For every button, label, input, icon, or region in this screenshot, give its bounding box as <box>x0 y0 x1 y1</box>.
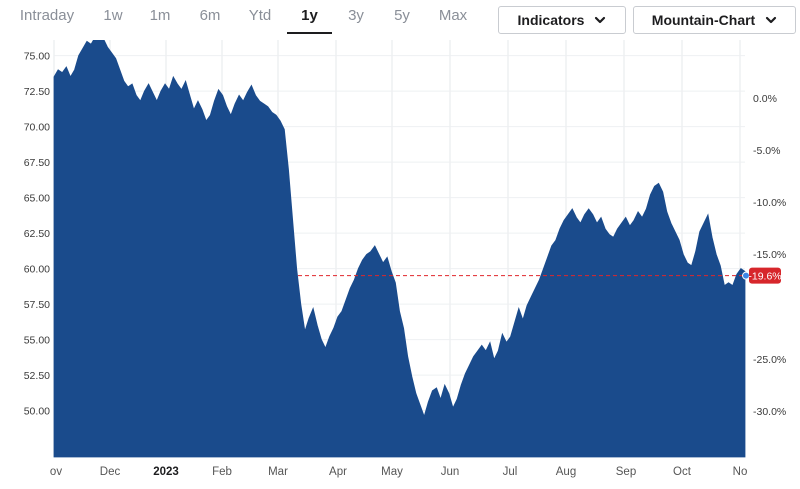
change-badge-label: -19.6% <box>748 271 781 283</box>
x-tick-label: No <box>733 466 748 478</box>
x-tick-label: Mar <box>268 466 288 478</box>
y-left-tick-label: 72.50 <box>24 86 50 98</box>
x-tick-label: Sep <box>616 466 636 478</box>
x-tick-label: Jul <box>503 466 518 478</box>
x-tick-label: Oct <box>673 466 692 478</box>
range-tab-6m[interactable]: 6m <box>199 7 221 24</box>
y-right-tick-label: -5.0% <box>753 145 780 157</box>
y-left-tick-label: 52.50 <box>24 370 50 382</box>
price-chart: 75.00 72.50 70.00 67.50 65.00 62.50 60.00 57.50… <box>24 40 786 478</box>
y-left-tick-label: 70.00 <box>24 122 50 134</box>
range-tab-1y[interactable]: 1y <box>287 0 332 34</box>
chevron-down-icon <box>595 16 606 24</box>
y-left-tick-label: 62.50 <box>24 228 50 240</box>
range-tab-1w[interactable]: 1w <box>103 7 123 24</box>
range-tab-1m[interactable]: 1m <box>149 7 171 24</box>
x-tick-label: Jun <box>441 466 460 478</box>
x-tick-label: Aug <box>556 466 576 478</box>
x-tick-label: Feb <box>212 466 232 478</box>
y-left-tick-label: 55.00 <box>24 335 50 347</box>
y-left-tick-label: 67.50 <box>24 157 50 169</box>
y-right-tick-label: -30.0% <box>753 406 786 418</box>
x-tick-label: 2023 <box>153 466 179 478</box>
y-left-tick-label: 65.00 <box>24 193 50 205</box>
range-tab-5y[interactable]: 5y <box>394 7 410 24</box>
x-tick-label: Apr <box>329 466 347 478</box>
range-tab-3y[interactable]: 3y <box>348 7 364 24</box>
y-right-tick-label: -15.0% <box>753 249 786 261</box>
chart-type-dropdown[interactable]: Mountain-Chart <box>633 6 796 34</box>
x-tick-label: May <box>381 466 403 478</box>
y-right-tick-label: 0.0% <box>753 93 777 105</box>
x-tick-label: Dec <box>100 466 121 478</box>
chart-type-label: Mountain-Chart <box>651 12 756 28</box>
change-badge <box>749 267 781 284</box>
range-tab-ytd[interactable]: Ytd <box>248 7 272 24</box>
indicators-label: Indicators <box>517 12 585 28</box>
y-left-tick-label: 60.00 <box>24 264 50 276</box>
indicators-dropdown[interactable]: Indicators <box>498 6 626 34</box>
y-right-tick-label: -10.0% <box>753 197 786 209</box>
price-area <box>53 40 746 458</box>
x-tick-label: ov <box>50 466 62 478</box>
range-tab-max[interactable]: Max <box>438 7 468 24</box>
y-left-tick-label: 57.50 <box>24 299 50 311</box>
y-left-tick-label: 50.00 <box>24 406 50 418</box>
range-tab-intraday[interactable]: Intraday <box>19 7 75 24</box>
chevron-down-icon <box>766 16 777 24</box>
y-left-tick-label: 75.00 <box>24 51 50 63</box>
y-right-tick-label: -25.0% <box>753 354 786 366</box>
